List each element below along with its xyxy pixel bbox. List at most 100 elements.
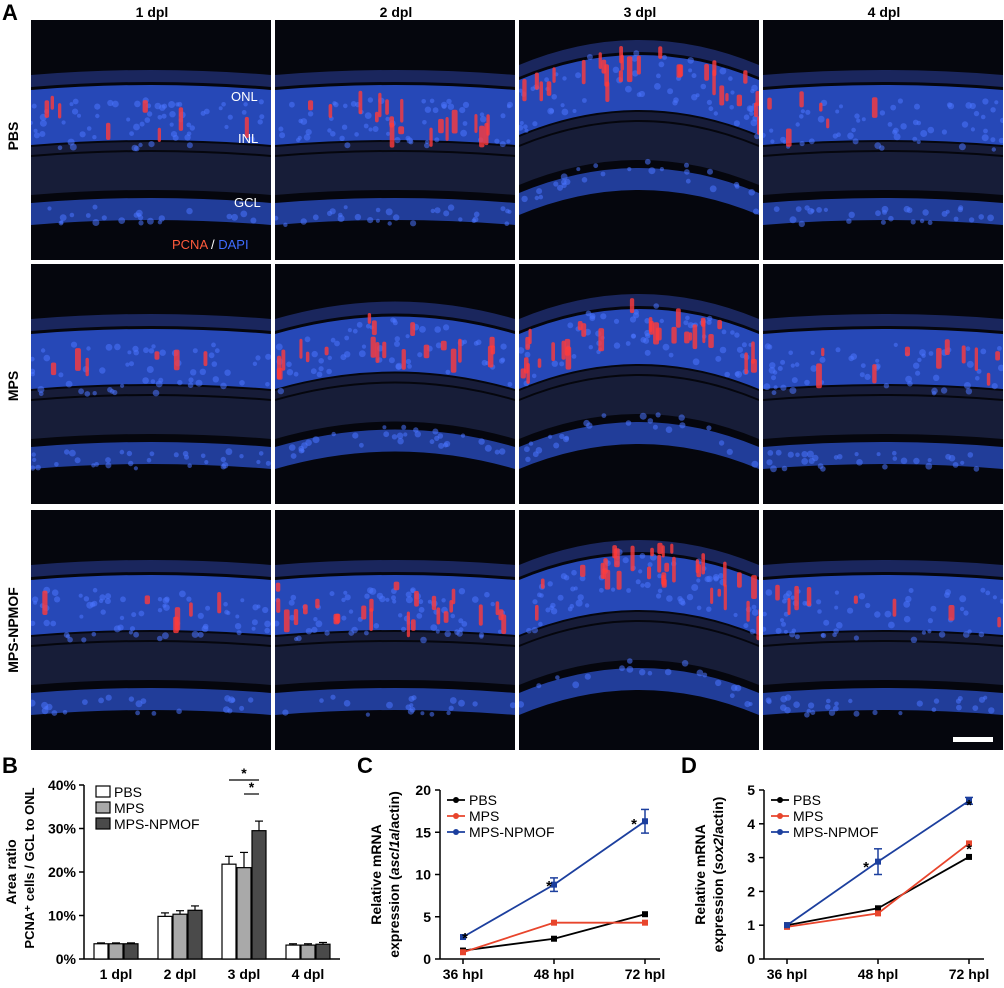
x-tick-label: 72 hpl xyxy=(625,966,665,982)
data-point-mps-npmof xyxy=(875,858,881,865)
y-tick-label: 2 xyxy=(747,883,755,899)
micrograph-mps-npmof-2dpl xyxy=(275,510,515,750)
y-tick-label: 5 xyxy=(423,909,431,925)
column-label-3dpl: 3 dpl xyxy=(623,4,657,20)
significance-star: * xyxy=(546,878,552,895)
bar-pbs-1dpl xyxy=(93,943,109,960)
y-tick-label: 1 xyxy=(747,917,755,933)
x-tick-label: 3 dpl xyxy=(228,966,261,982)
legend-label-mps-npmof: MPS-NPMOF xyxy=(793,824,879,840)
y-tick-label: 30% xyxy=(48,821,77,837)
micrograph-pbs-1dpl xyxy=(31,20,271,260)
stain-legend-separator: / xyxy=(207,237,219,252)
chart-b: 0% 10% 20% 30% 40% Area ratio PCNA⁺ cells / GC… xyxy=(3,765,340,982)
legend-swatch-mps xyxy=(95,801,111,814)
significance-star: * xyxy=(462,930,468,947)
legend-swatch-mps-npmof xyxy=(95,817,111,830)
legend-marker-pbs xyxy=(777,797,783,803)
bar-mps-2dpl xyxy=(172,913,188,960)
y-tick-label: 40% xyxy=(48,777,77,793)
legend-marker-mps-npmof xyxy=(777,829,783,835)
data-point-mps xyxy=(551,919,557,926)
legend-label-mps: MPS xyxy=(793,808,823,824)
y-axis-label-line1: Relative mRNA xyxy=(692,824,708,924)
layer-label-inl: INL xyxy=(238,131,259,146)
bar-mps-3dpl xyxy=(236,867,252,960)
y-tick-label: 10 xyxy=(415,867,431,883)
y-tick-label: 0 xyxy=(423,951,431,967)
legend-label-pbs: PBS xyxy=(114,784,142,800)
significance-star: * xyxy=(863,859,869,876)
y-tick-label: 20 xyxy=(415,782,431,798)
y-axis-label-line1: Relative mRNA xyxy=(368,824,384,924)
y-axis-label-line2: expression (ascl1a/actin) xyxy=(386,791,402,958)
row-label-mps: MPS xyxy=(5,370,21,402)
y-axis-label-line1: Area ratio xyxy=(3,839,19,904)
y-tick-label: 15 xyxy=(415,824,431,840)
x-tick-label: 48 hpl xyxy=(534,966,574,982)
bar-pbs-4dpl xyxy=(285,944,301,960)
y-tick-label: 4 xyxy=(747,816,755,832)
x-tick-label: 36 hpl xyxy=(767,966,807,982)
micrograph-mps-2dpl xyxy=(275,264,515,504)
legend-marker-mps xyxy=(453,813,459,819)
data-point-mps xyxy=(642,919,648,926)
significance-star: * xyxy=(966,841,972,858)
stain-legend: PCNA / DAPI xyxy=(172,237,249,252)
micrograph-pbs-3dpl xyxy=(519,20,759,260)
y-axis-label-line2: expression (sox2/actin) xyxy=(710,797,726,953)
x-tick-label: 72 hpl xyxy=(949,966,989,982)
data-point-mps-npmof xyxy=(966,797,972,804)
row-label-mps-npmof: MPS-NPMOF xyxy=(5,587,21,673)
panel-letter-c: C xyxy=(357,753,373,778)
micrograph-mps-npmof-4dpl xyxy=(763,510,1003,750)
column-label-2dpl: 2 dpl xyxy=(379,4,413,20)
legend-label-mps: MPS xyxy=(114,800,144,816)
row-label-pbs: PBS xyxy=(5,121,21,151)
micrograph-mps-1dpl xyxy=(31,264,271,504)
bar-mps-npmof-2dpl xyxy=(187,909,203,960)
legend-swatch-pbs xyxy=(95,785,111,798)
data-point-pbs xyxy=(642,911,648,918)
bar-mps-4dpl xyxy=(300,944,316,960)
significance-star: * xyxy=(631,816,637,833)
x-tick-label: 48 hpl xyxy=(858,966,898,982)
data-point-mps xyxy=(875,910,881,917)
panel-letter-b: B xyxy=(2,753,18,778)
bar-pbs-3dpl xyxy=(221,863,237,960)
x-tick-label: 4 dpl xyxy=(292,966,325,982)
y-tick-label: 10% xyxy=(48,908,77,924)
panel-letter-a: A xyxy=(2,0,18,25)
legend-marker-pbs xyxy=(453,797,459,803)
y-tick-label: 20% xyxy=(48,864,77,880)
data-point-mps-npmof xyxy=(460,934,466,941)
column-label-4dpl: 4 dpl xyxy=(867,4,901,20)
y-tick-label: 5 xyxy=(747,782,755,798)
x-tick-label: 2 dpl xyxy=(164,966,197,982)
data-point-pbs xyxy=(551,935,557,942)
y-axis-label-line2: PCNA⁺ cells / GCL to ONL xyxy=(22,787,37,948)
significance-star: * xyxy=(241,765,247,781)
significance-star: * xyxy=(966,797,972,814)
legend-label-pbs: PBS xyxy=(793,792,821,808)
data-point-mps-npmof xyxy=(784,922,790,929)
legend-label-mps-npmof: MPS-NPMOF xyxy=(469,824,555,840)
layer-label-gcl: GCL xyxy=(234,195,261,210)
bar-mps-1dpl xyxy=(108,943,124,960)
stain-legend-pcna: PCNA xyxy=(172,237,208,252)
chart-c: 0 5 10 15 20 36 hpl 48 hpl 72 hpl Relative mRNA e… xyxy=(368,782,665,982)
micrograph-mps-npmof-1dpl xyxy=(31,510,271,750)
legend-label-pbs: PBS xyxy=(469,792,497,808)
legend-label-mps: MPS xyxy=(469,808,499,824)
bar-pbs-2dpl xyxy=(157,915,173,960)
column-label-1dpl: 1 dpl xyxy=(135,4,169,20)
micrograph-pbs-4dpl xyxy=(763,20,1003,260)
micrograph-mps-4dpl xyxy=(763,264,1003,504)
x-tick-label: 1 dpl xyxy=(100,966,133,982)
data-point-mps-npmof xyxy=(551,881,557,888)
scale-bar xyxy=(953,737,993,742)
y-tick-label: 0% xyxy=(56,951,77,967)
data-point-mps-npmof xyxy=(642,818,648,825)
y-tick-label: 0 xyxy=(747,951,755,967)
x-tick-label: 36 hpl xyxy=(443,966,483,982)
